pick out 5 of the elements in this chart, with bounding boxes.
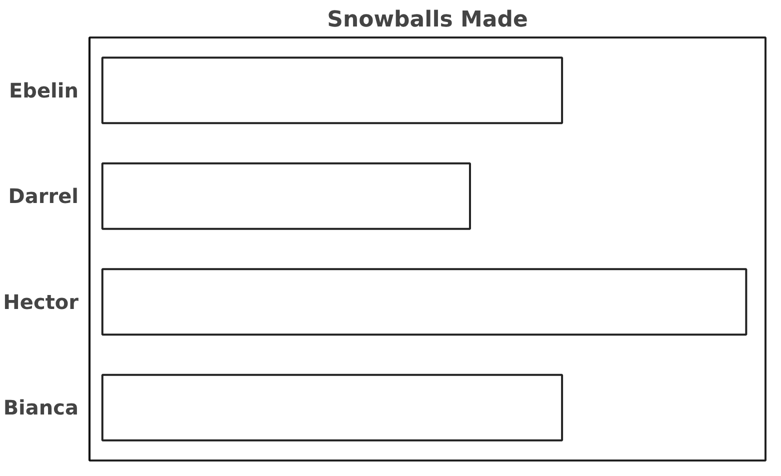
y-tick-label: Ebelin — [9, 78, 79, 102]
y-tick-label: Hector — [3, 290, 79, 314]
chart-title: Snowballs Made — [327, 8, 528, 32]
y-tick-label: Darrel — [8, 184, 79, 208]
y-tick-label: Bianca — [3, 396, 78, 420]
